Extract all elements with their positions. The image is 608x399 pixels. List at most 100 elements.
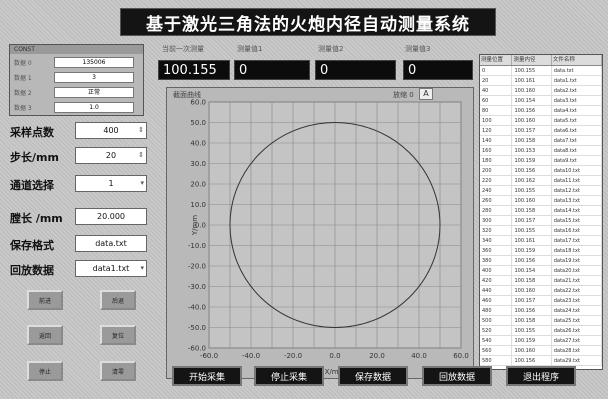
table-row[interactable]: 240 100.155 data12.txt [480,186,602,196]
table-row[interactable]: 80 100.156 data4.txt [480,106,602,116]
table-row[interactable]: 120 100.157 data6.txt [480,126,602,136]
y-tick-label: -20.0 [188,263,206,271]
backward-button[interactable]: 后退 [100,290,136,310]
measurement-table[interactable]: 测量位置 测量内径 文件名称 0 100.155 data.txt 20 100.161… [479,54,603,370]
table-row[interactable]: 380 100.156 data19.txt [480,256,602,266]
table-row[interactable]: 520 100.155 data26.txt [480,326,602,336]
table-cell: 100.155 [512,226,552,235]
table-row[interactable]: 500 100.158 data25.txt [480,316,602,326]
x-tick-label: -20.0 [284,352,302,360]
table-cell: data6.txt [552,126,602,135]
stop-button[interactable]: 停止 [27,361,63,381]
table-cell: 80 [480,106,513,115]
save-format-input[interactable]: data.txt [75,235,147,252]
playback-data-button[interactable]: 回放数据 [422,366,492,386]
y-tick-label: -60.0 [188,345,206,353]
table-cell: data5.txt [552,116,602,125]
stepper-icon[interactable]: ⇕ [138,126,144,134]
table-row[interactable]: 580 100.156 data29.txt [480,356,602,366]
zoom-label: 放缩 0 [393,91,414,99]
table-cell: data22.txt [552,286,602,295]
table-row[interactable]: 360 100.159 data18.txt [480,246,602,256]
table-cell: 100.157 [512,296,552,305]
forward-button[interactable]: 前进 [27,290,63,310]
sample-points-input[interactable]: 400 ⇕ [75,122,147,139]
zoom-button[interactable]: A [419,88,433,100]
table-cell: data25.txt [552,316,602,325]
table-row[interactable]: 40 100.160 data2.txt [480,86,602,96]
table-cell: 100.160 [512,346,552,355]
x-axis-label: X/mm [325,368,346,376]
stepper-icon[interactable]: ⇕ [138,151,144,159]
table-cell: 40 [480,86,513,95]
status-value: 1.0 [54,102,134,113]
y-tick-label: 20.0 [190,181,206,189]
table-cell: 100.159 [512,336,552,345]
table-cell: 100.154 [512,96,552,105]
table-cell: data19.txt [552,256,602,265]
bore-length-label: 膛长 /mm [10,212,63,225]
table-row[interactable]: 220 100.162 data11.txt [480,176,602,186]
status-value: 正常 [54,87,134,98]
table-cell: 100.156 [512,256,552,265]
playback-value: data1.txt [92,264,130,273]
table-row[interactable]: 320 100.155 data16.txt [480,226,602,236]
chevron-down-icon[interactable]: ▾ [140,179,144,187]
stop-acquisition-button[interactable]: 停止采集 [254,366,324,386]
playback-label: 回放数据 [10,264,54,277]
table-cell: 100.159 [512,156,552,165]
table-cell: data15.txt [552,216,602,225]
table-cell: data11.txt [552,176,602,185]
table-row[interactable]: 400 100.154 data20.txt [480,266,602,276]
table-row[interactable]: 0 100.155 data.txt [480,66,602,76]
table-row[interactable]: 280 100.158 data14.txt [480,206,602,216]
channel-select[interactable]: 1 ▾ [75,175,147,192]
bore-length-input[interactable]: 20.000 [75,208,147,225]
table-cell: 260 [480,196,513,205]
table-row[interactable]: 560 100.160 data28.txt [480,346,602,356]
table-row[interactable]: 180 100.159 data9.txt [480,156,602,166]
measure-3-readout: 0 [403,60,473,80]
exit-program-button[interactable]: 退出程序 [506,366,576,386]
table-cell: 420 [480,276,513,285]
table-row[interactable]: 300 100.157 data15.txt [480,216,602,226]
table-row[interactable]: 540 100.159 data27.txt [480,336,602,346]
start-acquisition-button[interactable]: 开始采集 [172,366,242,386]
table-row[interactable]: 140 100.158 data7.txt [480,136,602,146]
playback-select[interactable]: data1.txt ▾ [75,260,147,277]
table-cell: data27.txt [552,336,602,345]
table-row[interactable]: 340 100.161 data17.txt [480,236,602,246]
y-tick-label: 40.0 [190,140,206,148]
x-tick-label: -60.0 [200,352,218,360]
table-row[interactable]: 100 100.160 data5.txt [480,116,602,126]
table-cell: 100.159 [512,246,552,255]
table-cell: data24.txt [552,306,602,315]
table-row[interactable]: 420 100.158 data21.txt [480,276,602,286]
current-diameter-readout: 100.155 [158,60,230,80]
table-row[interactable]: 200 100.156 data10.txt [480,166,602,176]
table-row[interactable]: 260 100.160 data13.txt [480,196,602,206]
table-cell: data23.txt [552,296,602,305]
table-cell: 280 [480,206,513,215]
readout-label: 当前一次测量 [162,45,204,53]
table-cell: 100.158 [512,276,552,285]
section-curve-panel: 截面曲线 放缩 0 A 60.0 50.0 40.0 30.0 20.0 10.0 0.0-… [166,87,474,379]
chevron-down-icon[interactable]: ▾ [140,264,144,272]
save-data-button[interactable]: 保存数据 [338,366,408,386]
table-row[interactable]: 160 100.153 data8.txt [480,146,602,156]
table-row[interactable]: 480 100.156 data24.txt [480,306,602,316]
x-tick-label: 60.0 [453,352,469,360]
status-panel: CONST 数据 0 135006 数据 1 3 数据 2 正常 数据 3 1.… [9,44,144,116]
table-cell: data18.txt [552,246,602,255]
sample-points-label: 采样点数 [10,126,54,139]
table-row[interactable]: 60 100.154 data3.txt [480,96,602,106]
step-input[interactable]: 20 ⇕ [75,147,147,164]
return-button[interactable]: 返回 [27,325,63,345]
clear-button[interactable]: 清零 [100,361,136,381]
table-row[interactable]: 460 100.157 data23.txt [480,296,602,306]
status-label: 数据 1 [14,75,32,82]
reset-button[interactable]: 复位 [100,325,136,345]
table-row[interactable]: 20 100.161 data1.txt [480,76,602,86]
table-row[interactable]: 440 100.160 data22.txt [480,286,602,296]
table-cell: 240 [480,186,513,195]
